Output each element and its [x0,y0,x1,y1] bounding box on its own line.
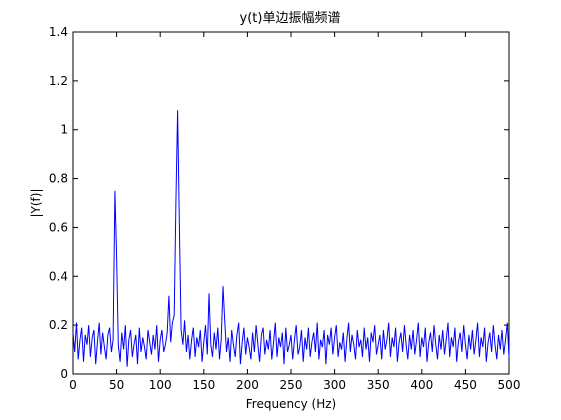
chart-title: y(t)单边振幅频谱 [240,11,341,26]
x-tick-label: 0 [69,378,77,392]
axis-tick-labels: 0 50 100 150 200 250 300 350 400 450 500 0 0.2 0.4 0.6… [49,25,521,392]
x-axis-label: Frequency (Hz) [246,397,337,411]
y-tick-label: 1.2 [49,74,68,88]
x-tick-label: 250 [280,378,303,392]
y-tick-label: 1 [60,123,68,137]
y-tick-label: 0.2 [49,318,68,332]
x-tick-label: 350 [367,378,390,392]
axes-frame [72,31,510,375]
x-tick-label: 100 [149,378,172,392]
y-tick-label: 0.8 [49,172,68,186]
axis-ticks [72,31,510,375]
spectrum-series-line [72,110,510,367]
y-axis-label: |Y(f)| [29,188,43,217]
y-tick-label: 0.6 [49,220,68,234]
y-tick-label: 0 [60,367,68,381]
x-tick-label: 400 [410,378,433,392]
x-tick-label: 200 [236,378,259,392]
y-tick-label: 1.4 [49,25,68,39]
x-tick-label: 300 [323,378,346,392]
x-tick-label: 450 [454,378,477,392]
x-tick-label: 50 [109,378,124,392]
y-tick-label: 0.4 [49,269,68,283]
x-tick-label: 500 [498,378,521,392]
x-tick-label: 150 [192,378,215,392]
